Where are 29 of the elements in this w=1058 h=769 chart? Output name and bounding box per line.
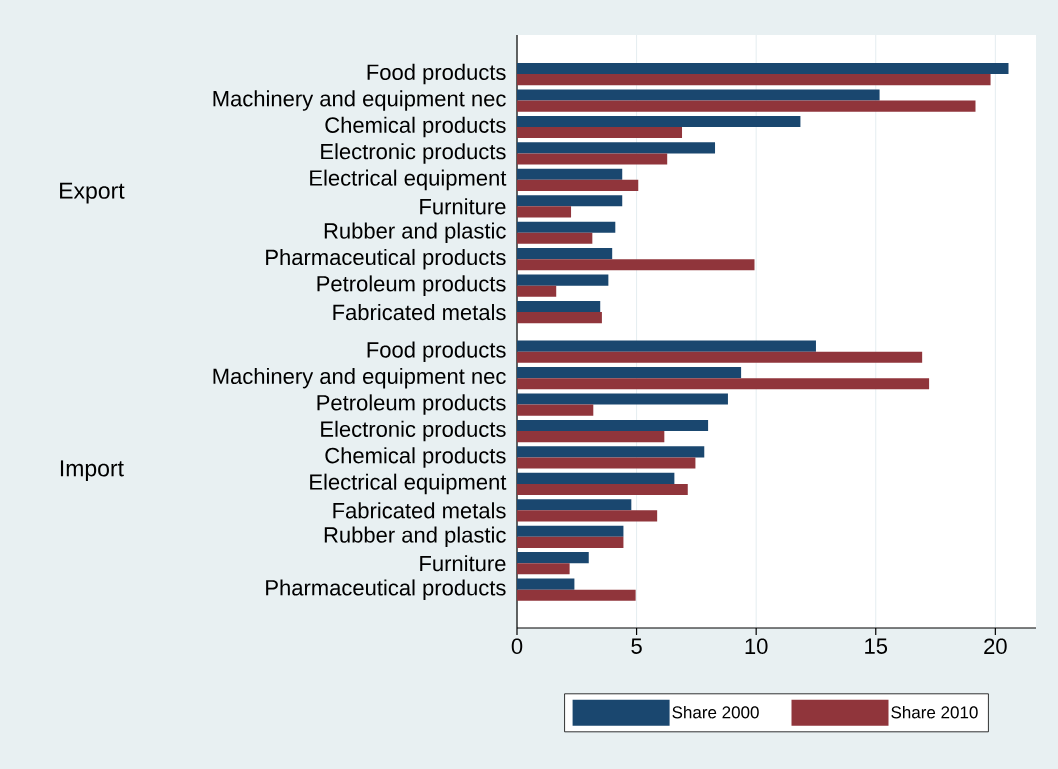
y-tick-label: Rubber and plastic bbox=[324, 526, 506, 548]
y-tick-label: Fabricated metals bbox=[333, 303, 506, 321]
y-tick-label: Electronic products bbox=[321, 420, 506, 442]
x-tick-label: 15 bbox=[865, 638, 888, 654]
y-tick-label: Machinery and equipment nec bbox=[213, 90, 506, 111]
y-tick-label: Furniture bbox=[420, 198, 506, 215]
x-tick-label: 5 bbox=[631, 638, 642, 654]
y-tick-label: Machinery and equipment nec bbox=[213, 367, 506, 389]
y-tick-label: Food products bbox=[367, 341, 506, 362]
y-tick-label: Chemical products bbox=[325, 116, 506, 138]
y-tick-label: Electrical equipment bbox=[310, 169, 507, 191]
y-tick-label: Pharmaceutical products bbox=[266, 579, 506, 600]
x-tick-label: 10 bbox=[745, 638, 768, 655]
y-tick-label: Rubber and plastic bbox=[324, 222, 506, 243]
y-tick-label: Petroleum products bbox=[317, 275, 506, 296]
text: Share 2010 bbox=[891, 705, 978, 719]
text: Export bbox=[60, 182, 125, 204]
text: Share 2000 bbox=[672, 705, 759, 719]
text: Import bbox=[60, 460, 124, 481]
y-tick-label: Electronic products bbox=[321, 143, 506, 164]
y-tick-label: Food products bbox=[367, 63, 506, 85]
y-tick-label: Pharmaceutical products bbox=[266, 248, 506, 270]
y-tick-label: Electrical equipment bbox=[310, 473, 507, 495]
x-tick-label: 0 bbox=[511, 638, 523, 655]
y-tick-label: Chemical products bbox=[325, 447, 506, 468]
x-tick-label: 20 bbox=[984, 638, 1007, 655]
y-tick-label: Petroleum products bbox=[317, 394, 506, 415]
y-tick-label: Fabricated metals bbox=[333, 502, 506, 519]
y-tick-label: Furniture bbox=[420, 555, 506, 572]
